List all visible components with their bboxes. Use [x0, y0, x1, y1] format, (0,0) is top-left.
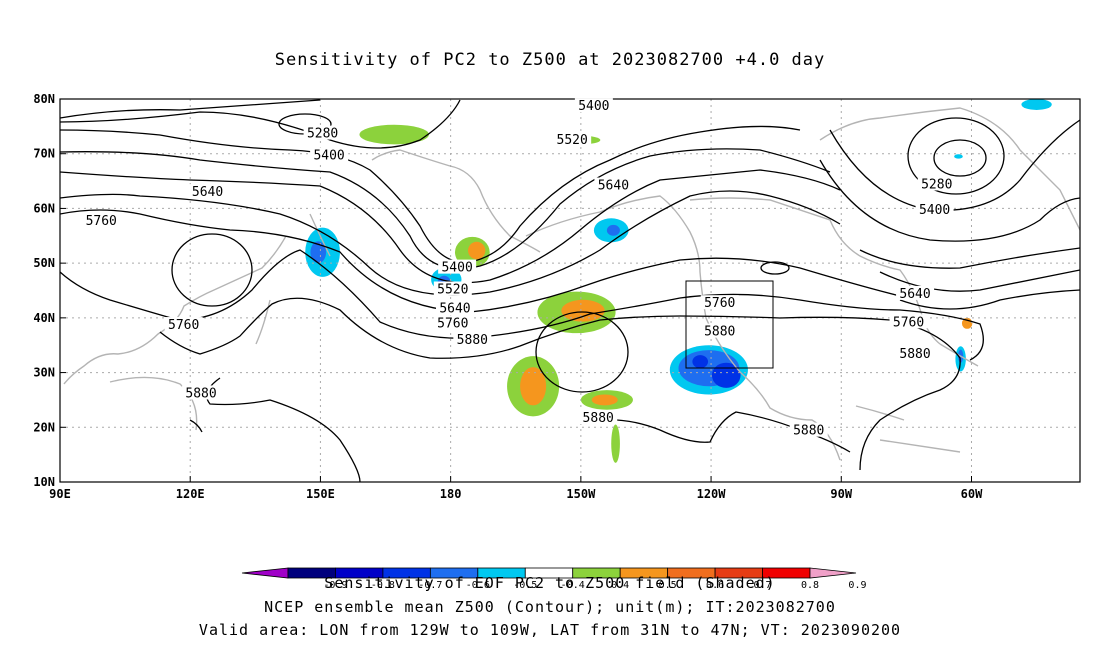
contour-label: 5520	[437, 283, 468, 298]
shaded-region-1	[310, 241, 327, 264]
contour-label: 5640	[192, 185, 223, 200]
legend-caption: Sensitivity of EOF PC2 to Z500 field (Sh…	[324, 574, 776, 592]
contour-label: 5640	[899, 287, 930, 302]
contour-label: 5760	[86, 214, 117, 229]
contour-label-bg	[303, 125, 342, 140]
lat-label: 70N	[33, 147, 55, 161]
lat-lon-grid	[60, 99, 1080, 482]
contour-labels: 5280540056405760576058805400552056405400…	[82, 98, 956, 439]
lat-label: 50N	[33, 256, 55, 270]
contour-label: 5400	[919, 203, 950, 218]
contour-label: 5880	[793, 424, 824, 439]
legend-tick-label: -0.6	[466, 580, 490, 591]
lon-label: 180	[440, 487, 462, 501]
contour-label-bg	[433, 315, 472, 330]
contour-label-bg	[574, 98, 613, 113]
contour-label: 5640	[439, 302, 470, 317]
lon-label: 60W	[961, 487, 983, 501]
legend-tick-label: -0.9	[323, 580, 347, 591]
footer-contour-info: NCEP ensemble mean Z500 (Contour); unit(…	[264, 598, 836, 616]
lat-label: 40N	[33, 311, 55, 325]
contour-label: 5280	[307, 127, 338, 142]
shaded-region-25	[954, 154, 963, 159]
shaded-region-11	[561, 299, 605, 322]
legend-tick-label: -0.5	[513, 580, 537, 591]
legend-tick-label: 0.5	[659, 580, 677, 591]
legend-tick-label: 0.7	[754, 580, 772, 591]
legend-tick-label: 0.9	[848, 580, 866, 591]
contour-label: 5400	[578, 99, 609, 114]
lat-label: 20N	[33, 420, 55, 434]
contour-label: 5880	[583, 411, 614, 426]
map-frame	[59, 98, 1081, 483]
contour-label-bg	[453, 331, 492, 346]
colorbar-legend: -0.9 -0.8 -0.7 -0.6 -0.5 -0.4 0.4 0.5 0.6 0.7 0.8 0…	[241, 567, 866, 591]
lon-label: 90E	[49, 487, 71, 501]
lat-label: 80N	[33, 92, 55, 106]
shaded-region-19	[711, 362, 741, 388]
contour-label: 5880	[704, 325, 735, 340]
contour-label: 5520	[557, 133, 588, 148]
lon-label: 150E	[306, 487, 335, 501]
lon-label: 150W	[566, 487, 596, 501]
contour-label: 5760	[704, 296, 735, 311]
lon-label: 120E	[176, 487, 205, 501]
contour-label-bg	[433, 281, 472, 296]
shaded-region-15	[591, 394, 618, 406]
shaded-region-24	[1021, 99, 1052, 110]
legend-tick-label: 0.4	[611, 580, 629, 591]
contour-label: 5880	[457, 333, 488, 348]
shaded-region-5	[468, 241, 486, 260]
shaded-region-16	[611, 424, 620, 463]
contour-label: 5880	[899, 347, 930, 362]
legend-tick-label: 0.8	[801, 580, 819, 591]
legend-tick-label: 0.6	[706, 580, 724, 591]
contour-label: 5760	[437, 316, 468, 331]
contour-label: 5400	[441, 261, 472, 276]
contour-label-bg	[82, 213, 121, 228]
contour-label-bg	[896, 285, 935, 300]
contour-label: 5760	[893, 315, 924, 330]
contour-label-bg	[889, 314, 928, 329]
contour-label-bg	[164, 317, 203, 332]
shaded-region-6	[359, 124, 429, 145]
lat-label: 60N	[33, 201, 55, 215]
contour-label: 5640	[598, 179, 629, 194]
contour-label-bg	[438, 259, 477, 274]
legend-tick-label: -0.7	[418, 580, 442, 591]
footer-valid-area: Valid area: LON from 129W to 109W, LAT f…	[198, 621, 902, 639]
valid-area-box	[685, 280, 774, 369]
contour-label-bg	[700, 295, 739, 310]
lon-label: 120W	[697, 487, 727, 501]
legend-tick-label: -0.4	[561, 580, 585, 591]
contour-label-bg	[435, 300, 474, 315]
contour-label-bg	[789, 422, 828, 437]
shaded-region-13	[520, 367, 547, 406]
contour-label-bg	[188, 184, 227, 199]
lon-label: 90W	[830, 487, 852, 501]
contour-label-bg	[594, 177, 633, 192]
contour-label-bg	[896, 346, 935, 361]
lat-label: 10N	[33, 475, 55, 489]
contour-label-bg	[700, 323, 739, 338]
legend-tick-label: -0.8	[371, 580, 395, 591]
contour-label: 5400	[313, 148, 344, 163]
contour-label-bg	[182, 385, 221, 400]
shaded-region-9	[606, 224, 620, 236]
legend-arrow-right	[809, 567, 857, 579]
contour-label: 5880	[185, 386, 216, 401]
map-title: Sensitivity of PC2 to Z500 at 2023082700…	[274, 50, 826, 70]
contour-label-bg	[915, 202, 954, 217]
lat-label: 30N	[33, 366, 55, 380]
shaded-region-20	[692, 355, 709, 369]
contour-label-bg	[579, 410, 618, 425]
contour-label-bg	[917, 176, 956, 191]
contour-label: 5760	[168, 318, 199, 333]
contour-label: 5280	[921, 177, 952, 192]
contour-label-bg	[310, 147, 349, 162]
contour-label-bg	[553, 132, 592, 147]
